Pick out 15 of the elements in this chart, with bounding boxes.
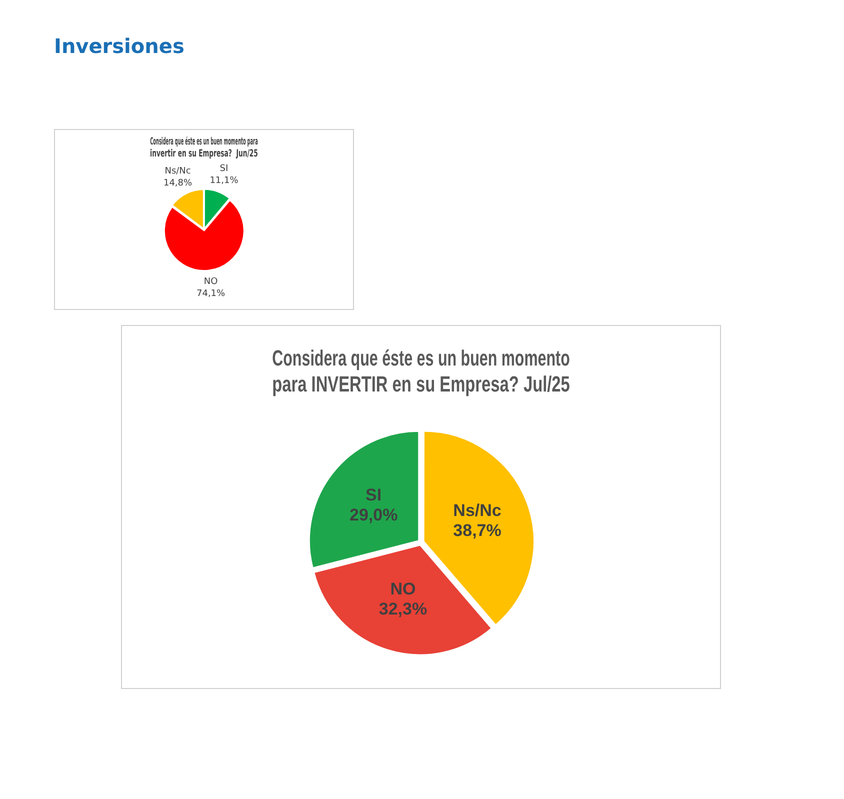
data-label: 38,7% [453,521,502,540]
slice-label: NO [204,276,218,287]
chart-title: Considera que éste es un buen momento para invertir en su Empresa? Jun/25 [150,135,258,160]
slice-label: Ns/Nc [453,501,502,520]
data-label: 74,1% [196,288,226,299]
slice-label: SI [220,164,228,174]
text: Inversiones [54,34,184,58]
chart-title: Considera que éste es un buen momento para INVERTIR en su Empresa? Jul/25 [272,346,570,398]
data-label: 29,0% [349,505,398,524]
data-label: 14,8% [163,178,193,189]
data-label: 11,1% [210,176,239,186]
slice-label: NO [390,579,416,598]
slice-label: Ns/Nc [164,166,191,177]
data-label: 32,3% [378,599,428,618]
slice-label: SI [366,485,382,504]
